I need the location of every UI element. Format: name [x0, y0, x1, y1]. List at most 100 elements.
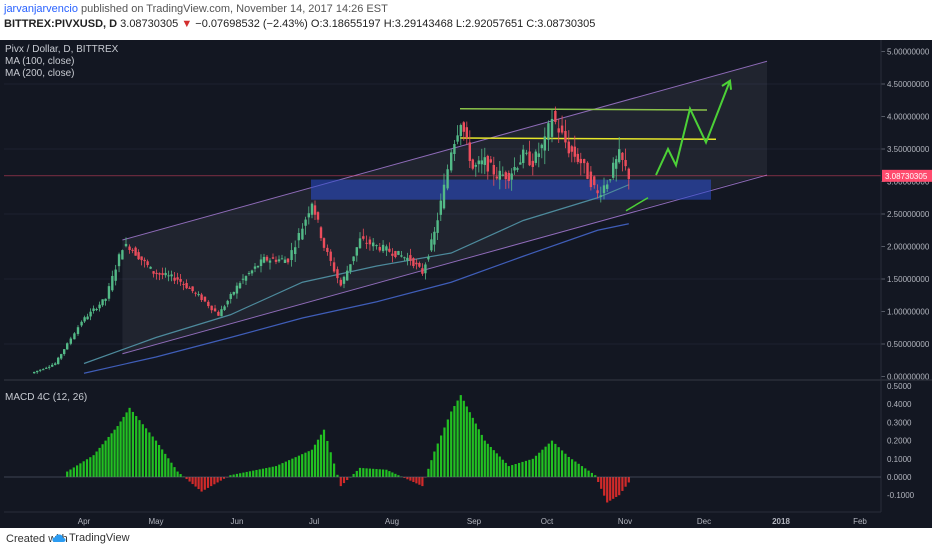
- candle-body: [146, 261, 149, 266]
- candle-body: [207, 301, 210, 307]
- candle-body: [247, 273, 251, 275]
- candle-body: [415, 262, 418, 265]
- legend-ma200[interactable]: MA (200, close): [5, 68, 75, 79]
- chart-footer: Created with TradingView: [0, 528, 932, 550]
- macd-bar: [550, 440, 554, 477]
- macd-bar: [274, 466, 278, 477]
- candle-body: [83, 317, 86, 322]
- candle-body: [121, 250, 124, 260]
- macd-bar: [278, 464, 281, 477]
- macd-bar: [307, 451, 310, 477]
- macd-bar: [248, 471, 252, 477]
- candle-body: [465, 127, 468, 138]
- time-tick-label: Jul: [309, 517, 319, 526]
- candle-body: [510, 173, 513, 180]
- candle-body: [573, 146, 576, 157]
- legend-ma100[interactable]: MA (100, close): [5, 56, 75, 67]
- candle-body: [381, 244, 385, 252]
- macd-bar: [524, 460, 528, 477]
- candle-body: [436, 220, 439, 233]
- macd-bar: [101, 444, 104, 477]
- macd-bar: [391, 472, 394, 477]
- candle-body: [235, 285, 239, 294]
- candle-body: [117, 254, 121, 267]
- candle-body: [391, 253, 394, 256]
- candle-body: [73, 333, 76, 340]
- ohlc-line: BITTREX:PIVXUSD, D 3.08730305 ▼ −0.07698…: [4, 18, 595, 30]
- candle-body: [453, 143, 456, 155]
- macd-bar: [167, 458, 170, 477]
- candle-body: [564, 130, 567, 143]
- candle-body: [250, 270, 254, 274]
- candle-body: [155, 272, 158, 275]
- candle-body: [124, 243, 128, 247]
- macd-bar: [281, 463, 284, 477]
- candle-body: [173, 277, 176, 281]
- candle-body: [586, 162, 589, 179]
- macd-bar: [89, 457, 92, 477]
- candle-body: [522, 149, 525, 164]
- author-link[interactable]: jarvanjarvencio: [4, 3, 78, 15]
- candle-body: [615, 159, 618, 169]
- candle-body: [456, 135, 459, 142]
- last-price-tag: [882, 169, 932, 182]
- macd-bar: [245, 471, 248, 477]
- candle-body: [283, 259, 287, 264]
- macd-bar: [606, 477, 609, 503]
- brand-label: TradingView: [69, 532, 130, 544]
- candle-body: [51, 364, 54, 367]
- candle-body: [612, 162, 615, 178]
- macd-bar: [203, 477, 206, 490]
- macd-bar: [258, 469, 261, 477]
- candle-body: [528, 151, 531, 166]
- macd-bar: [501, 459, 504, 477]
- candle-body: [596, 190, 599, 194]
- macd-bar: [229, 475, 232, 477]
- macd-bar: [362, 468, 365, 477]
- macd-bar: [507, 466, 510, 477]
- candle-body: [504, 172, 507, 180]
- legend-macd[interactable]: MACD 4C (12, 26): [5, 392, 88, 403]
- macd-bar: [517, 462, 521, 477]
- macd-bar: [95, 451, 98, 477]
- macd-bar: [450, 411, 453, 477]
- macd-bar: [76, 465, 79, 477]
- projection-arrowhead: [721, 79, 732, 90]
- candle-body: [362, 236, 365, 239]
- time-tick-label: Dec: [697, 517, 711, 526]
- macd-bar: [216, 477, 219, 483]
- macd-bar: [151, 436, 154, 477]
- macd-bar: [316, 439, 320, 477]
- macd-bar: [409, 477, 412, 481]
- macd-bar: [161, 449, 164, 477]
- price-tick-label: 2.00000000: [887, 243, 930, 252]
- tradingview-brand[interactable]: TradingView: [52, 532, 130, 544]
- candle-body: [39, 369, 42, 371]
- candle-body: [203, 296, 207, 302]
- candle-body: [89, 311, 92, 317]
- macd-bar: [480, 434, 483, 477]
- macd-bar: [271, 466, 274, 477]
- candle-body: [134, 247, 137, 256]
- candle-body: [385, 246, 388, 251]
- candle-body: [567, 141, 570, 154]
- candle-body: [114, 269, 117, 281]
- macd-bar: [511, 465, 514, 477]
- candle-body: [540, 144, 543, 149]
- macd-bar: [138, 420, 141, 477]
- midrange-line: [459, 137, 717, 140]
- macd-bar: [382, 469, 385, 477]
- candle-body: [339, 279, 342, 286]
- macd-bar: [268, 467, 271, 477]
- candle-body: [310, 203, 314, 215]
- macd-bar: [322, 429, 326, 477]
- macd-bar: [385, 469, 388, 477]
- candle-body: [519, 162, 522, 165]
- macd-bar: [284, 461, 287, 477]
- candle-body: [265, 256, 269, 261]
- macd-bar: [145, 428, 148, 477]
- candle-body: [388, 248, 391, 252]
- chart-header: jarvanjarvencio published on TradingView…: [0, 0, 932, 40]
- candle-body: [550, 118, 554, 137]
